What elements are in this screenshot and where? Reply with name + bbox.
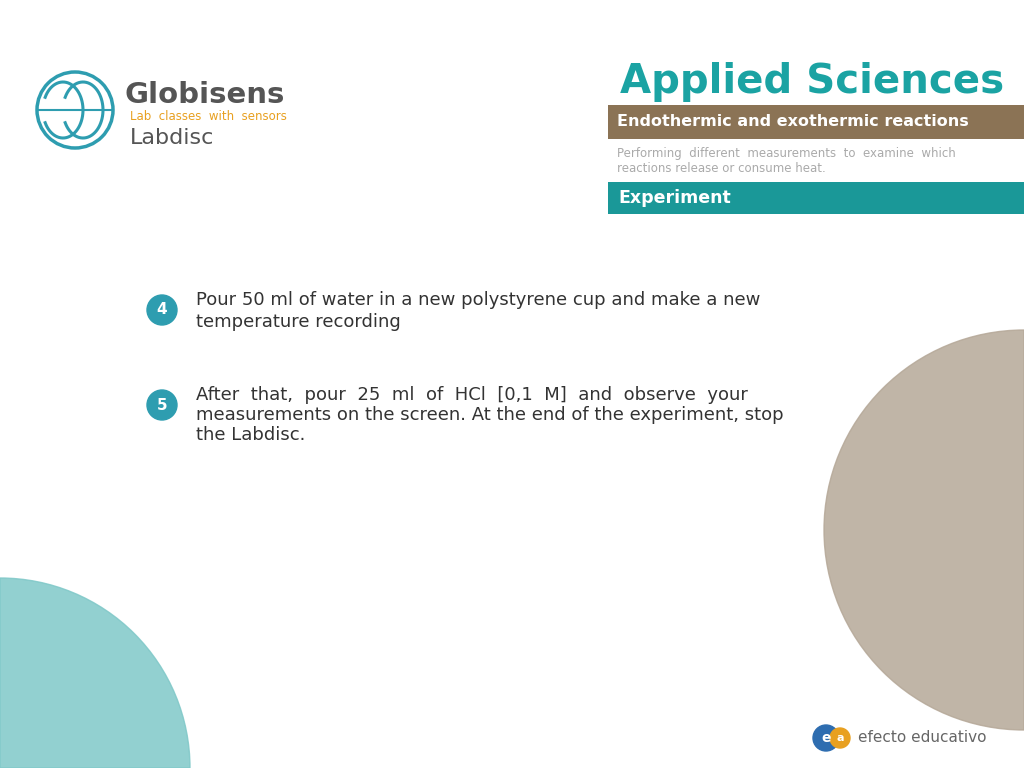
Circle shape: [813, 725, 839, 751]
Text: a: a: [837, 733, 844, 743]
Text: Applied Sciences: Applied Sciences: [620, 62, 1005, 102]
Wedge shape: [824, 330, 1024, 730]
Text: e: e: [821, 731, 830, 745]
Text: temperature recording: temperature recording: [196, 313, 400, 331]
Text: reactions release or consume heat.: reactions release or consume heat.: [617, 161, 825, 174]
Text: 5: 5: [157, 398, 167, 412]
Text: Pour 50 ml of water in a new polystyrene cup and make a new: Pour 50 ml of water in a new polystyrene…: [196, 291, 761, 309]
Circle shape: [147, 390, 177, 420]
Text: Endothermic and exothermic reactions: Endothermic and exothermic reactions: [617, 114, 969, 130]
Wedge shape: [0, 578, 190, 768]
Text: Performing  different  measurements  to  examine  which: Performing different measurements to exa…: [617, 147, 955, 160]
Text: the Labdisc.: the Labdisc.: [196, 426, 305, 444]
Circle shape: [830, 728, 850, 748]
Text: 4: 4: [157, 303, 167, 317]
Text: After  that,  pour  25  ml  of  HCl  [0,1  M]  and  observe  your: After that, pour 25 ml of HCl [0,1 M] an…: [196, 386, 748, 404]
Circle shape: [147, 295, 177, 325]
Text: efecto educativo: efecto educativo: [858, 730, 986, 746]
Text: Experiment: Experiment: [618, 189, 731, 207]
FancyBboxPatch shape: [608, 182, 1024, 214]
Text: Globisens: Globisens: [124, 81, 285, 109]
Text: Lab  classes  with  sensors: Lab classes with sensors: [130, 111, 287, 124]
Text: Labdisc: Labdisc: [130, 128, 214, 148]
FancyBboxPatch shape: [608, 105, 1024, 139]
Text: measurements on the screen. At the end of the experiment, stop: measurements on the screen. At the end o…: [196, 406, 783, 424]
